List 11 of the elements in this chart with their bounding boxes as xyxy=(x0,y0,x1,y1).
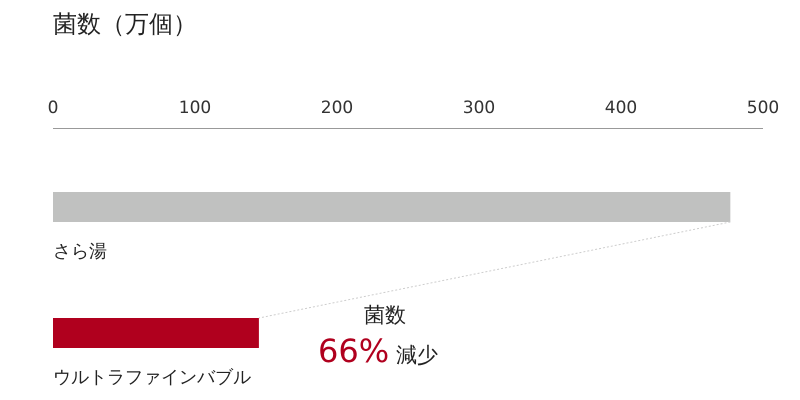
annotation: 66% 減少 xyxy=(318,332,438,370)
x-tick-label: 100 xyxy=(178,98,212,118)
x-tick-label: 500 xyxy=(746,98,780,118)
x-tick-label: 0 xyxy=(48,98,58,118)
annotation: 菌数 xyxy=(364,303,406,327)
y-tick-label: ウルトラファインバブル xyxy=(53,367,251,388)
chart-title: 菌数（万個） xyxy=(53,10,197,38)
x-tick-label: 300 xyxy=(462,98,496,118)
y-tick-label: さら湯 xyxy=(53,241,107,262)
x-tick-label: 400 xyxy=(604,98,638,118)
x-tick-label: 200 xyxy=(320,98,354,118)
